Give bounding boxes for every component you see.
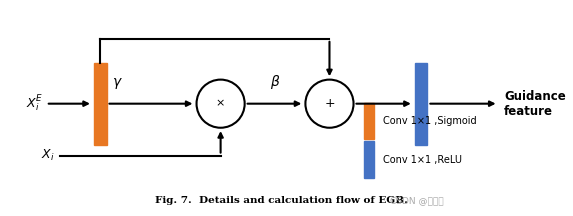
Text: $X_i$: $X_i$ <box>41 148 54 163</box>
Text: CSDN @火柴狗: CSDN @火柴狗 <box>390 196 444 205</box>
Text: ×: × <box>216 99 225 109</box>
Text: $\beta$: $\beta$ <box>270 73 280 91</box>
Text: Fig. 7.  Details and calculation flow of EGB.: Fig. 7. Details and calculation flow of … <box>155 196 407 205</box>
Bar <box>364 103 374 139</box>
Text: Conv 1×1 ,ReLU: Conv 1×1 ,ReLU <box>383 155 462 165</box>
Text: Guidance
feature: Guidance feature <box>504 90 566 118</box>
Ellipse shape <box>197 80 245 128</box>
Text: Conv 1×1 ,Sigmoid: Conv 1×1 ,Sigmoid <box>383 116 476 126</box>
Bar <box>94 63 107 145</box>
Bar <box>415 63 427 145</box>
Text: +: + <box>324 97 335 110</box>
Ellipse shape <box>305 80 354 128</box>
Text: $\gamma$: $\gamma$ <box>112 76 123 91</box>
Text: $X_i^E$: $X_i^E$ <box>26 94 43 114</box>
Bar <box>364 141 374 178</box>
